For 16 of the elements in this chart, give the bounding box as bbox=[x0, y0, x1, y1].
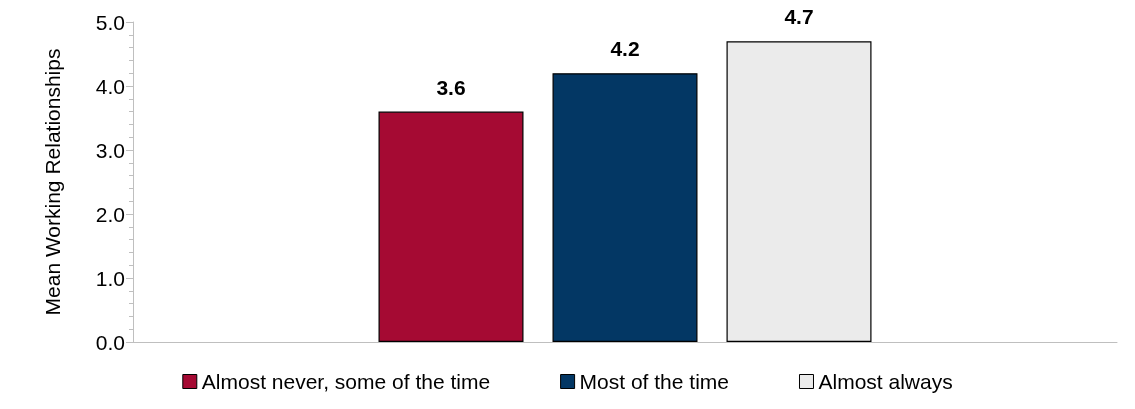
y-axis-title: Mean Working Relationships bbox=[41, 48, 64, 316]
bar bbox=[726, 41, 872, 342]
y-tick-label: 1.0 bbox=[95, 266, 125, 290]
y-tick-label: 0.0 bbox=[95, 330, 125, 354]
bar bbox=[378, 111, 524, 342]
y-tick-label: 4.0 bbox=[95, 74, 125, 98]
y-tick-label: 5.0 bbox=[95, 10, 125, 34]
legend-label: Most of the time bbox=[579, 370, 729, 393]
legend-label: Almost always bbox=[818, 370, 953, 393]
legend-label: Almost never, some of the time bbox=[201, 370, 491, 393]
y-tick-label: 3.0 bbox=[95, 138, 125, 162]
data-label: 4.2 bbox=[610, 37, 640, 61]
y-tick-label: 2.0 bbox=[95, 202, 125, 226]
bar bbox=[552, 73, 698, 342]
data-label: 4.7 bbox=[784, 5, 814, 29]
data-label: 3.6 bbox=[436, 75, 466, 99]
